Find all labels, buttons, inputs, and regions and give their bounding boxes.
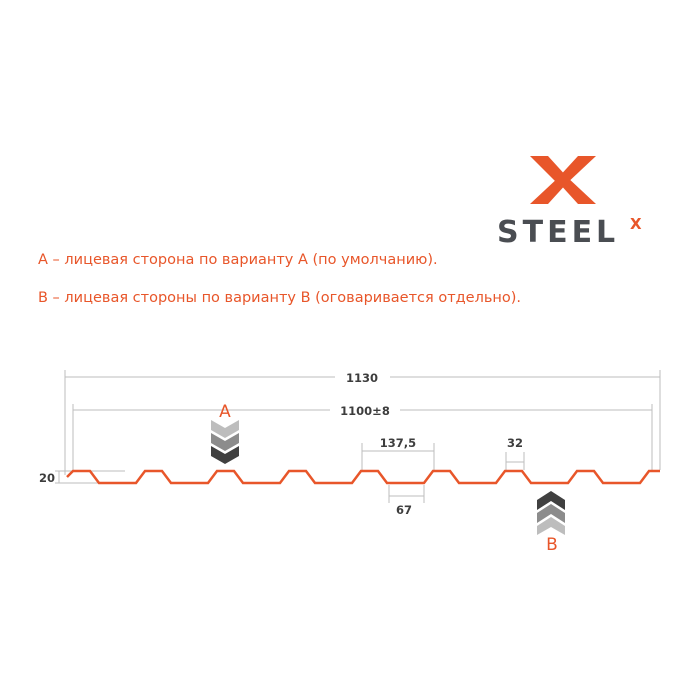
dim-line-overall (64, 370, 661, 475)
chevron-up-icon (537, 491, 565, 535)
logo-superscript: X (630, 215, 642, 233)
note-side-a: A – лицевая сторона по варианту A (по ум… (38, 252, 438, 268)
dim-height: 20 (39, 471, 55, 485)
dimension-lines (55, 370, 661, 503)
sheet-profile (66, 469, 660, 485)
dim-pitch: 137,5 (380, 436, 416, 450)
chevron-down-icon (211, 420, 239, 464)
side-b-label: B (546, 535, 558, 555)
dim-trough: 67 (396, 503, 412, 517)
dim-overall-width: 1130 (346, 371, 378, 385)
side-a-label: A (219, 402, 231, 422)
logo-x-mark (530, 156, 596, 204)
dim-line-crest (505, 452, 525, 470)
note-side-b: B – лицевая стороны по варианту B (огова… (38, 290, 522, 306)
logo-brand: STEEL (497, 215, 619, 250)
dim-line-useful (72, 404, 653, 470)
dim-crest: 32 (507, 436, 523, 450)
dim-line-pitch (361, 443, 435, 470)
dim-useful-width: 1100±8 (340, 404, 390, 418)
dim-line-trough (388, 485, 425, 503)
